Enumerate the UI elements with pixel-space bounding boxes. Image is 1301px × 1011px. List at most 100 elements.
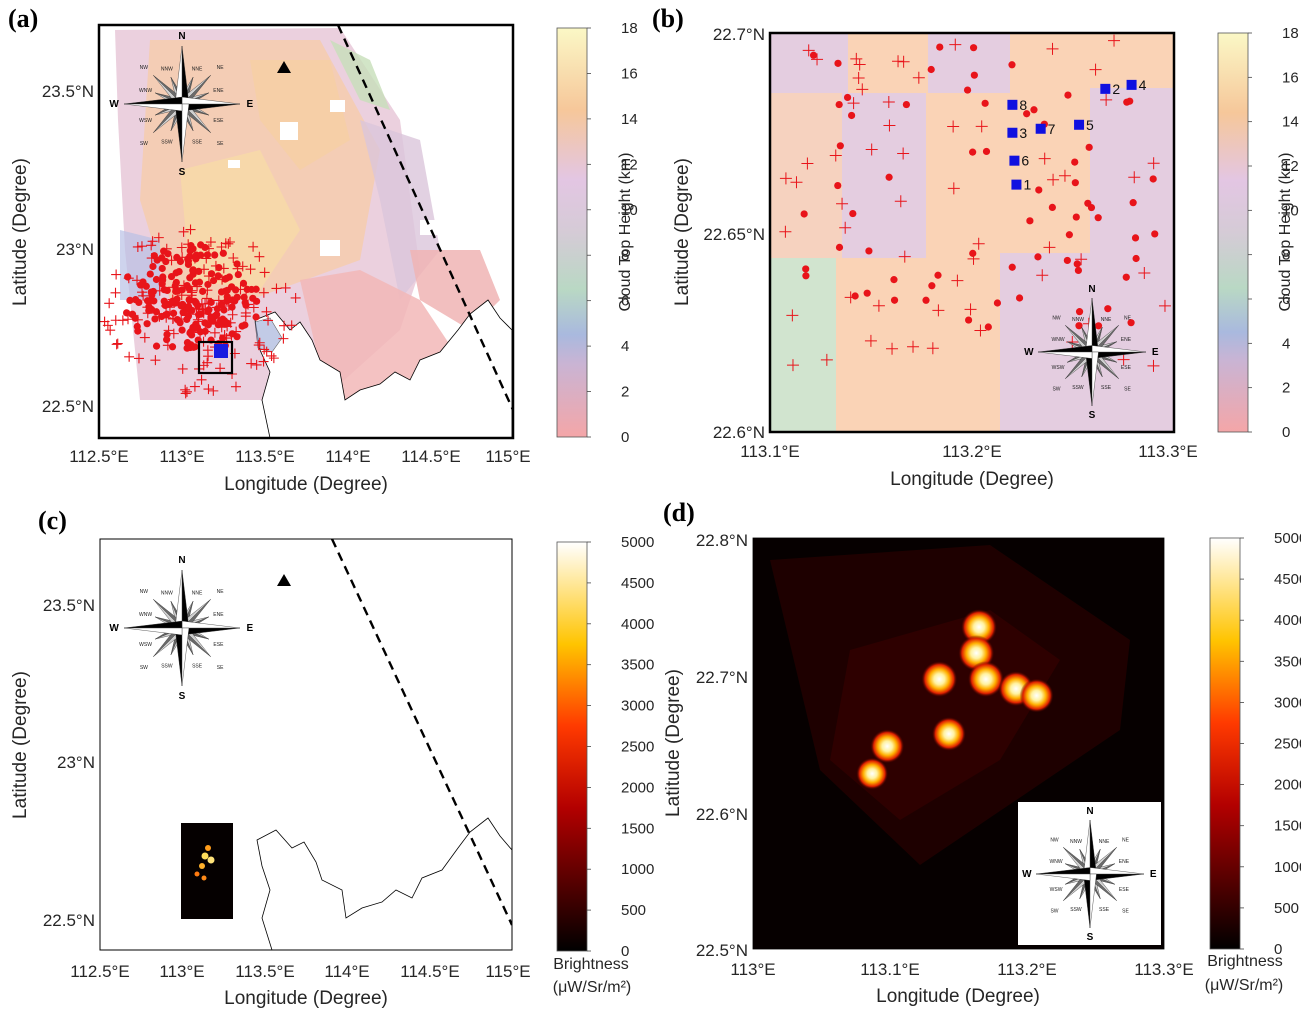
compass-label: NNE — [1099, 839, 1110, 845]
colorbar-tick-label: 500 — [1274, 900, 1299, 917]
compass-label: SE — [1124, 387, 1131, 393]
flash-dot — [902, 100, 911, 109]
flash-dot — [132, 296, 140, 304]
flash-cross — [898, 250, 911, 263]
flash-cross — [203, 271, 214, 282]
flash-dot — [176, 257, 185, 266]
flash-cross — [228, 253, 239, 264]
flash-dot — [1127, 319, 1135, 327]
flash-cross — [189, 381, 200, 392]
station-label: 1 — [1023, 177, 1031, 193]
flash-dot — [234, 270, 242, 279]
flash-dot — [809, 51, 818, 59]
flash-cross — [132, 275, 143, 286]
y-tick: 22.5°N — [42, 397, 94, 416]
flash-dot — [178, 326, 186, 334]
compass-label: NW — [140, 589, 149, 595]
flash-dot — [1034, 253, 1042, 261]
y-tick: 22.7°N — [713, 25, 765, 44]
station-marker — [1007, 127, 1018, 138]
colorbar-label: Cloud Top Height (km) — [617, 153, 634, 312]
flash-dot — [890, 296, 899, 304]
flash-cross — [836, 197, 849, 210]
flash-dot — [146, 270, 154, 278]
panel-d-label: (d) — [663, 498, 695, 527]
flash-dot — [1065, 231, 1073, 239]
compass-label: WNW — [139, 88, 152, 94]
flash-cross — [136, 241, 147, 252]
flash-cross — [967, 252, 980, 265]
flash-dot — [970, 71, 978, 79]
compass-label: SSW — [1070, 907, 1082, 913]
flash-cross — [203, 243, 214, 254]
flash-dot — [239, 279, 248, 287]
flash-dot — [216, 316, 225, 325]
colorbar — [556, 27, 588, 438]
flash-dot — [982, 147, 991, 156]
flash-cross — [104, 298, 115, 309]
flash-dot — [800, 210, 808, 218]
colorbar-tick-label: 3500 — [1274, 653, 1301, 670]
x-tick: 114°E — [324, 962, 369, 981]
compass-label: SE — [217, 665, 224, 671]
flash-dot — [1008, 61, 1016, 69]
flash-cross — [263, 315, 274, 326]
flash-cross — [196, 374, 207, 385]
compass-label: SSW — [161, 663, 173, 669]
flash-dot — [963, 86, 972, 94]
flash-cross — [886, 342, 899, 355]
flash-cross — [240, 307, 251, 318]
flash-cross — [192, 314, 203, 325]
panel-d-yticks: 22.8°N 22.7°N 22.6°N 22.5°N — [696, 531, 748, 960]
compass-label: SE — [1122, 909, 1129, 915]
compass-label: ESE — [213, 642, 224, 648]
brightness-blobs — [856, 609, 1054, 790]
flash-cross — [286, 320, 297, 331]
compass-label: E — [247, 623, 254, 634]
flash-cross — [844, 291, 857, 304]
flash-cross — [216, 242, 227, 253]
flash-cross — [111, 269, 122, 280]
compass-label: SSE — [1101, 385, 1112, 391]
flash-dot — [984, 323, 992, 331]
flash-cross — [974, 324, 987, 337]
flash-cross — [1128, 171, 1141, 184]
brightness-blob — [961, 609, 998, 646]
x-tick: 113°E — [730, 960, 775, 979]
colorbar-tick-label: 1000 — [1274, 859, 1301, 876]
flash-dot — [143, 320, 151, 328]
flash-cross — [180, 388, 191, 399]
flash-cross — [790, 176, 803, 189]
station-label: 3 — [1019, 125, 1027, 141]
flash-dot — [233, 260, 241, 268]
flash-cross — [251, 359, 262, 370]
flash-cross — [223, 238, 234, 249]
flash-cross — [850, 52, 863, 65]
station-marker — [1009, 155, 1020, 166]
compass-label: ENE — [1119, 859, 1130, 865]
flash-cross — [839, 221, 852, 234]
flash-cross — [178, 226, 189, 237]
flash-cross — [801, 157, 814, 170]
flash-cross — [176, 290, 187, 301]
x-tick: 112.5°E — [69, 447, 128, 466]
flash-cross — [972, 237, 985, 250]
flash-dot — [849, 209, 857, 218]
flash-dot — [149, 262, 157, 271]
x-tick: 115°E — [485, 962, 530, 981]
y-tick: 22.7°N — [696, 668, 748, 687]
flash-dot — [199, 287, 207, 295]
flash-cross — [227, 309, 238, 320]
flash-cross — [166, 255, 177, 266]
flash-dot — [126, 296, 134, 304]
colorbar-tick-label: 10 — [1282, 202, 1299, 219]
x-tick: 113.3°E — [1134, 960, 1193, 979]
flash-cross — [201, 293, 212, 304]
flash-cross — [932, 304, 945, 317]
flash-dot — [188, 306, 196, 315]
flash-cross — [853, 58, 866, 71]
y-axis-label: Latitude (Degree) — [10, 158, 31, 306]
colorbar-tick-label: 0 — [621, 943, 629, 960]
compass-label: N — [1088, 284, 1095, 295]
